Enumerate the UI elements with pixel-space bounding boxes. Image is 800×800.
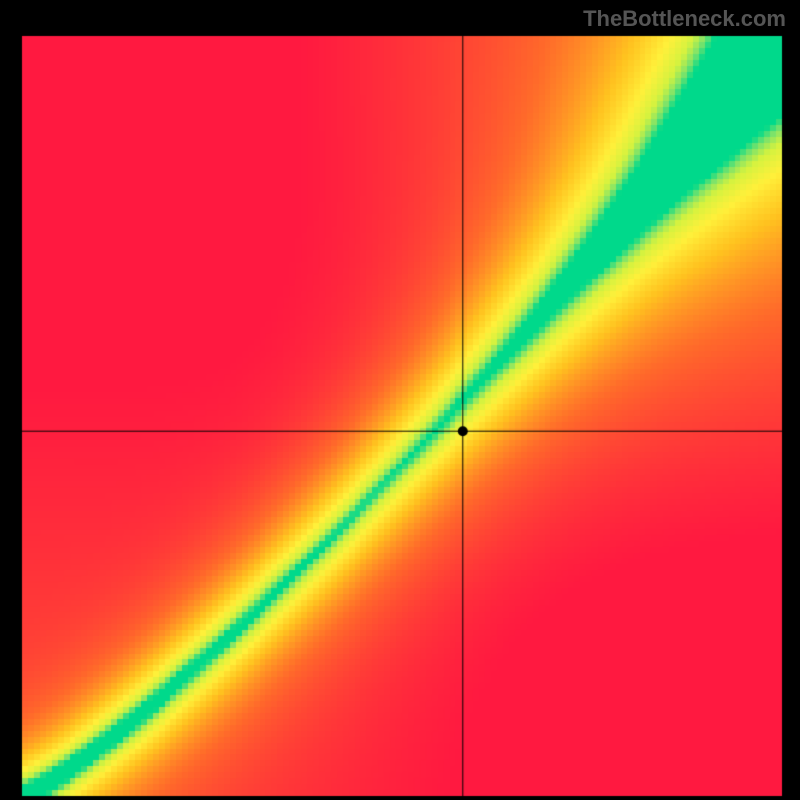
chart-container: TheBottleneck.com (0, 0, 800, 800)
watermark-text: TheBottleneck.com (583, 6, 786, 32)
heatmap-canvas (0, 0, 800, 800)
